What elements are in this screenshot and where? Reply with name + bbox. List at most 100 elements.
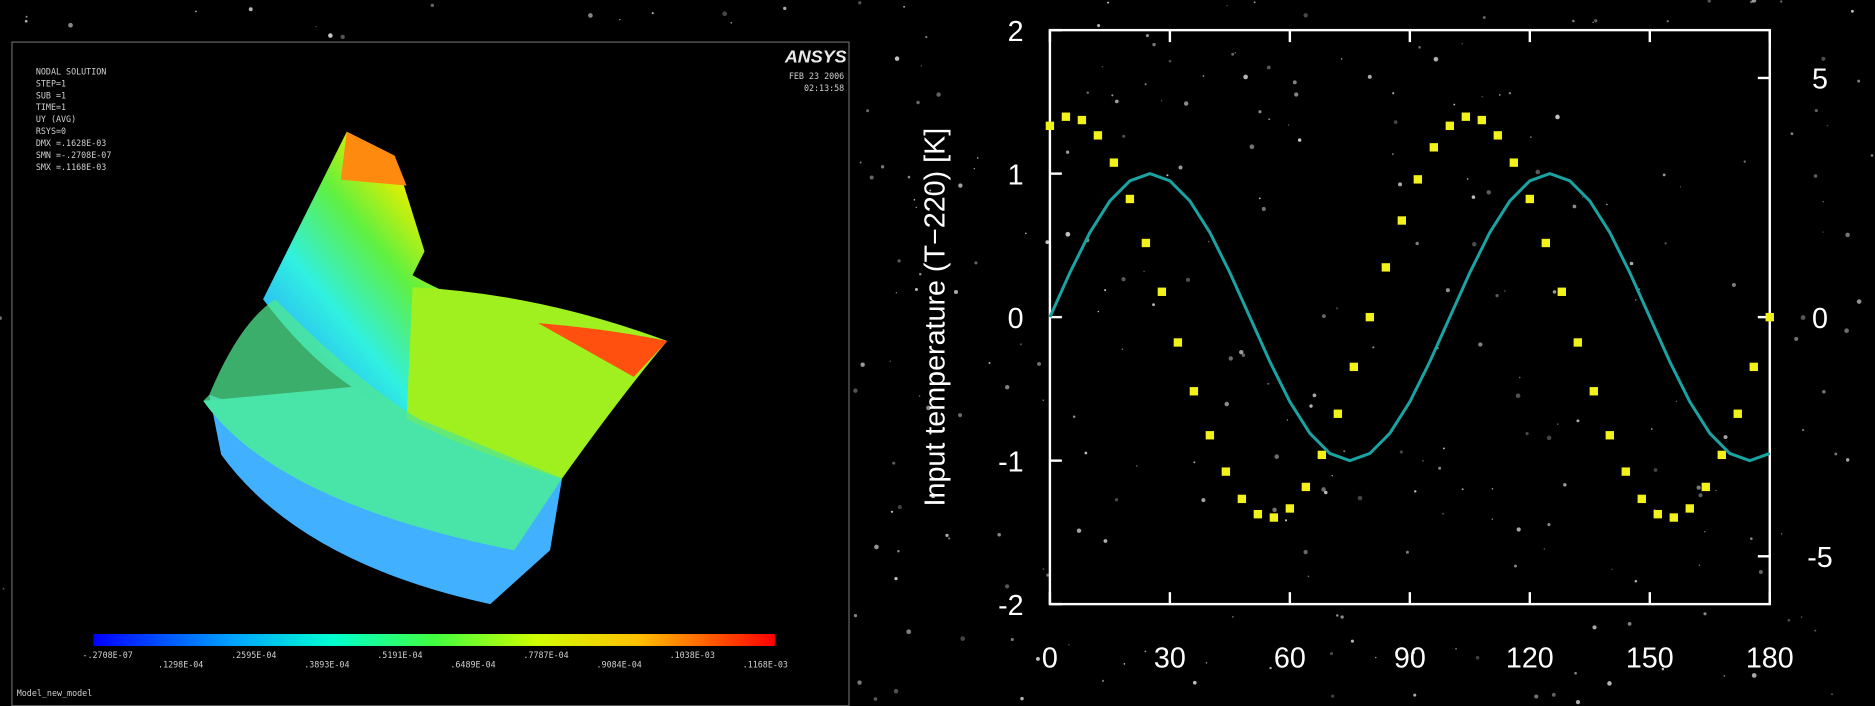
star bbox=[1285, 519, 1287, 521]
star bbox=[1530, 136, 1531, 137]
star bbox=[1152, 43, 1155, 46]
star bbox=[1232, 616, 1234, 618]
star bbox=[1206, 662, 1208, 664]
data-point bbox=[1302, 483, 1310, 491]
data-point bbox=[1526, 195, 1534, 203]
star bbox=[1104, 289, 1106, 291]
star bbox=[1115, 498, 1118, 501]
data-point bbox=[1142, 239, 1150, 247]
star bbox=[1483, 16, 1486, 19]
star bbox=[1368, 75, 1372, 79]
data-point bbox=[1286, 504, 1294, 512]
data-point bbox=[1206, 431, 1214, 439]
star bbox=[1517, 527, 1521, 531]
star bbox=[1414, 490, 1416, 492]
star bbox=[1723, 435, 1727, 439]
star bbox=[903, 6, 905, 8]
star bbox=[1045, 240, 1049, 244]
star bbox=[1822, 390, 1826, 394]
star bbox=[1871, 154, 1874, 157]
data-point bbox=[1510, 158, 1518, 166]
star bbox=[1020, 697, 1023, 700]
star bbox=[1547, 436, 1551, 440]
star bbox=[1787, 619, 1790, 622]
star bbox=[1574, 672, 1577, 675]
star bbox=[1667, 20, 1669, 22]
data-point bbox=[1654, 510, 1662, 518]
star bbox=[1514, 565, 1517, 568]
star bbox=[1801, 616, 1803, 618]
star bbox=[1242, 353, 1245, 356]
star bbox=[870, 176, 874, 180]
star bbox=[1434, 57, 1439, 62]
page: ANSYS FEB 23 2006 02:13:58 NODAL SOLUTIO… bbox=[0, 0, 1875, 706]
star bbox=[1224, 402, 1229, 407]
star bbox=[1332, 475, 1333, 476]
star bbox=[1243, 75, 1248, 80]
data-point bbox=[1126, 195, 1134, 203]
star bbox=[1331, 695, 1334, 698]
star bbox=[1857, 299, 1862, 304]
star bbox=[1576, 700, 1580, 704]
x-tick-label: 180 bbox=[1746, 642, 1794, 674]
colorbar bbox=[93, 634, 775, 646]
star bbox=[894, 689, 898, 693]
star bbox=[1476, 656, 1480, 660]
colorbar-label: .3893E-04 bbox=[304, 659, 349, 669]
star bbox=[1851, 10, 1854, 13]
star bbox=[1036, 657, 1040, 661]
star bbox=[1481, 96, 1483, 98]
data-point bbox=[1078, 116, 1086, 124]
star bbox=[1845, 233, 1850, 238]
star bbox=[1553, 290, 1557, 294]
star bbox=[1509, 92, 1511, 94]
star bbox=[948, 537, 950, 539]
star bbox=[1703, 612, 1706, 615]
star bbox=[1250, 144, 1255, 149]
data-point bbox=[1366, 313, 1374, 321]
star bbox=[858, 1, 861, 4]
y-tick-label: 1 bbox=[1008, 159, 1024, 191]
star bbox=[1821, 57, 1825, 61]
star bbox=[1557, 423, 1558, 424]
star bbox=[1780, 0, 1782, 2]
star bbox=[195, 11, 197, 13]
star bbox=[866, 109, 869, 112]
data-point bbox=[1750, 363, 1758, 371]
star bbox=[1193, 461, 1195, 463]
star bbox=[1750, 537, 1753, 540]
star bbox=[1857, 80, 1860, 83]
star bbox=[974, 168, 975, 169]
data-point bbox=[1542, 239, 1550, 247]
star bbox=[1801, 315, 1806, 320]
star bbox=[1231, 53, 1234, 56]
star bbox=[1635, 299, 1636, 300]
star bbox=[891, 511, 893, 513]
star bbox=[1630, 262, 1634, 266]
data-point bbox=[1718, 451, 1726, 459]
data-point bbox=[1462, 113, 1470, 121]
star bbox=[1336, 614, 1338, 616]
star bbox=[1834, 453, 1837, 456]
data-line bbox=[1050, 174, 1770, 461]
star bbox=[1572, 20, 1575, 23]
star bbox=[1343, 450, 1345, 452]
star bbox=[1143, 271, 1145, 273]
star bbox=[1104, 539, 1108, 543]
star bbox=[1791, 132, 1794, 135]
star bbox=[1375, 657, 1376, 658]
star bbox=[1415, 242, 1418, 245]
star bbox=[1309, 404, 1312, 407]
star bbox=[1552, 693, 1556, 697]
star bbox=[1422, 460, 1424, 462]
star bbox=[1680, 186, 1681, 187]
star bbox=[958, 183, 962, 187]
star bbox=[1098, 311, 1100, 313]
star bbox=[1478, 342, 1482, 346]
data-point bbox=[1702, 483, 1710, 491]
star bbox=[854, 614, 857, 617]
star bbox=[1732, 283, 1736, 287]
star bbox=[1313, 393, 1317, 397]
data-point bbox=[1606, 431, 1614, 439]
star bbox=[1492, 519, 1493, 520]
